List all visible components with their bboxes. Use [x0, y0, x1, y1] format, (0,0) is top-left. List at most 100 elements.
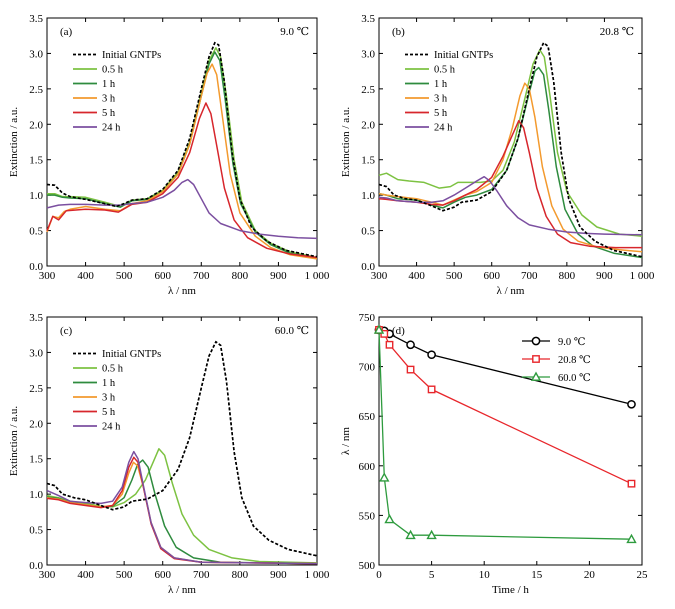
- legend-label: Initial GNTPs: [434, 50, 493, 61]
- x-tick-label: 800: [559, 270, 576, 282]
- panel-a: 300 400 500 600 700 800 900 1 000 0.0 0.5 1.0 1.5 2.…: [8, 13, 330, 297]
- plot-frame: [378, 316, 643, 566]
- series-line: [378, 329, 632, 540]
- y-tick-label: 3.0: [29, 347, 43, 359]
- y-tick-label: 0.5: [29, 525, 43, 537]
- y-tick-label: 1.0: [29, 489, 43, 501]
- legend-label: 3 h: [434, 94, 448, 105]
- x-tick-label: 700: [193, 569, 210, 581]
- series-line: [46, 456, 318, 565]
- y-tick-label: 2.5: [361, 84, 375, 96]
- y-tick-label: 1.5: [29, 155, 43, 167]
- y-tick-label: 0.5: [361, 226, 375, 238]
- x-tick-label: 700: [193, 270, 210, 282]
- x-tick-label: 300: [39, 270, 56, 282]
- y-axis-label: λ / nm: [340, 427, 352, 455]
- legend-label: 24 h: [102, 422, 121, 433]
- y-tick-label: 3.0: [29, 48, 43, 60]
- legend-label: 5 h: [434, 108, 448, 119]
- y-axis-label: Extinction / a.u.: [340, 107, 352, 178]
- x-tick-label: 900: [270, 270, 287, 282]
- y-tick-label: 650: [359, 411, 376, 423]
- x-tick-label: 600: [154, 569, 171, 581]
- y-tick-label: 3.5: [29, 312, 43, 324]
- data-point: [406, 340, 415, 350]
- legend-label: Initial GNTPs: [102, 50, 161, 61]
- data-point: [380, 329, 389, 338]
- x-tick-label: 600: [154, 270, 171, 282]
- panel-d: 0 5 10 15 20 25 500 550 600 650 700 750 Time / h λ / …: [340, 312, 648, 596]
- data-point: [627, 399, 636, 409]
- series-line: [378, 329, 632, 405]
- y-tick-label: 1.0: [361, 190, 375, 202]
- legend-label: 5 h: [102, 108, 116, 119]
- legend-label: 24 h: [102, 123, 121, 134]
- x-tick-label: 300: [371, 270, 388, 282]
- data-point: [530, 371, 542, 381]
- series-line: [378, 49, 643, 237]
- x-tick-label: 700: [521, 270, 538, 282]
- data-point: [385, 340, 394, 349]
- y-tick-label: 1.5: [29, 454, 43, 466]
- plot-frame: [378, 17, 643, 267]
- data-point: [379, 472, 390, 482]
- x-tick-label: 300: [39, 569, 56, 581]
- x-tick-label: 20: [584, 569, 596, 581]
- x-tick-label: 5: [429, 569, 435, 581]
- legend-label: 24 h: [434, 123, 453, 134]
- series-line: [46, 341, 318, 557]
- data-point: [426, 529, 437, 540]
- y-tick-label: 2.5: [29, 84, 43, 96]
- y-tick-label: 2.0: [361, 119, 375, 131]
- y-tick-label: 1.5: [361, 155, 375, 167]
- x-tick-label: 500: [116, 569, 133, 581]
- data-point: [532, 355, 540, 363]
- series-line: [46, 448, 318, 564]
- data-point: [531, 336, 541, 346]
- panel-c: 300 400 500 600 700 800 900 1 000 0.0 0.5 1.0 1.5 2.…: [8, 312, 330, 596]
- legend-label: 0.5 h: [434, 65, 456, 76]
- series-line: [378, 82, 643, 253]
- y-tick-label: 2.5: [29, 383, 43, 395]
- y-tick-label: 700: [359, 362, 376, 374]
- data-point: [626, 533, 637, 544]
- y-axis-label: Extinction / a.u.: [8, 406, 20, 477]
- series-line: [46, 63, 318, 260]
- x-axis-label: λ / nm: [497, 285, 525, 297]
- plot-frame: [46, 17, 318, 267]
- panel-label: (a): [60, 26, 73, 38]
- series-line-initial: [46, 340, 318, 557]
- series-line: [46, 450, 318, 565]
- temperature-label: 9.0 ℃: [280, 26, 309, 38]
- legend-label: 1 h: [434, 79, 448, 90]
- panel-label: (c): [60, 325, 73, 337]
- series-line: [46, 102, 318, 259]
- legend-label: 20.8 ℃: [558, 355, 591, 366]
- x-tick-label: 1 000: [305, 270, 330, 282]
- data-point: [406, 365, 415, 374]
- legend-label: 1 h: [102, 378, 116, 389]
- x-tick-label: 400: [408, 270, 425, 282]
- x-tick-label: 400: [77, 569, 94, 581]
- series-line: [47, 47, 318, 259]
- y-tick-label: 3.5: [29, 13, 43, 25]
- y-tick-label: 750: [359, 312, 376, 324]
- legend-label: 3 h: [102, 393, 116, 404]
- y-axis-label: Extinction / a.u.: [8, 107, 20, 178]
- legend-label: 9.0 ℃: [558, 337, 586, 348]
- x-tick-label: 900: [596, 270, 613, 282]
- plot-frame: [46, 316, 318, 566]
- series-line-initial: [378, 41, 643, 258]
- temperature-label: 60.0 ℃: [275, 325, 309, 337]
- series-line: [46, 42, 318, 258]
- data-point: [627, 479, 636, 488]
- x-tick-label: 800: [232, 569, 249, 581]
- x-tick-label: 1 000: [630, 270, 655, 282]
- legend-label: 5 h: [102, 407, 116, 418]
- y-tick-label: 0.0: [361, 261, 375, 273]
- data-point: [405, 529, 416, 540]
- y-tick-label: 550: [359, 510, 376, 522]
- panel-label: (d): [392, 325, 405, 337]
- legend-label: 1 h: [102, 79, 116, 90]
